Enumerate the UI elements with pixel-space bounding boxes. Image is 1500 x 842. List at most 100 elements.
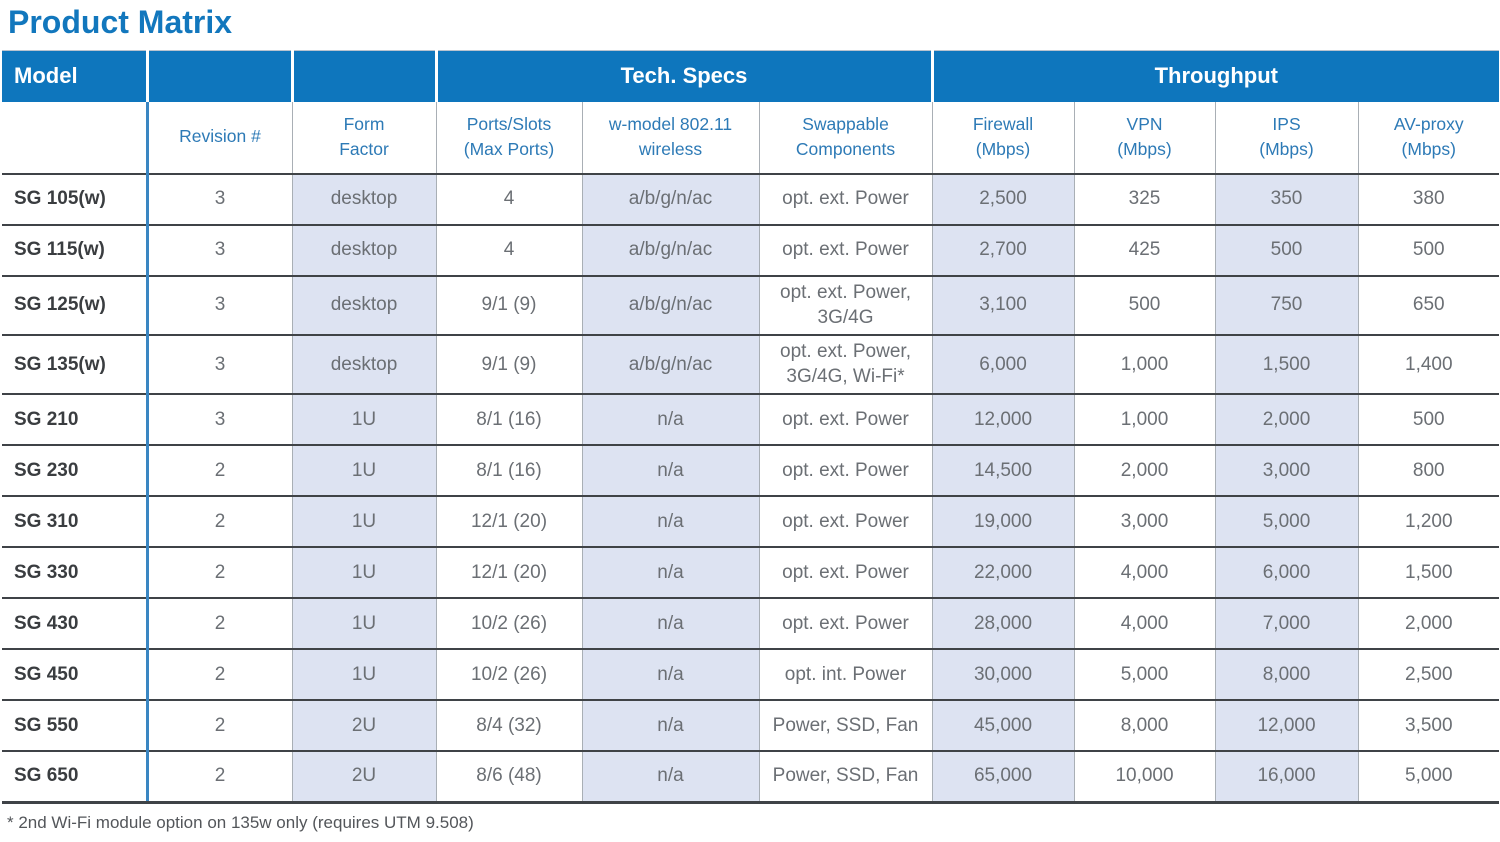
av-proxy-throughput-cell: 1,400 <box>1358 333 1500 395</box>
model-cell: SG 550 <box>2 699 149 752</box>
model-cell: SG 105(w) <box>2 172 149 225</box>
ips-throughput-cell: 7,000 <box>1215 597 1359 650</box>
firewall-throughput-cell: 12,000 <box>932 393 1075 446</box>
form-factor-cell: desktop <box>292 172 437 225</box>
ports-slots-cell: 9/1 (9) <box>436 333 583 395</box>
wireless-cell: n/a <box>582 750 760 804</box>
form-factor-cell: desktop <box>292 333 437 395</box>
column-header-av-proxy: AV-proxy (Mbps) <box>1358 101 1500 174</box>
ips-throughput-cell: 2,000 <box>1215 393 1359 446</box>
firewall-throughput-cell: 2,500 <box>932 172 1075 225</box>
revision-cell: 3 <box>147 274 293 335</box>
swappable-components-cell: Power, SSD, Fan <box>759 699 933 752</box>
vpn-throughput-cell: 1,000 <box>1074 333 1216 395</box>
revision-cell: 2 <box>147 699 293 752</box>
ports-slots-cell: 12/1 (20) <box>436 495 583 548</box>
table-header: Model Tech. Specs Throughput Revision # … <box>2 50 1500 174</box>
table-row: SG 115(w) 3 desktop 4 a/b/g/n/ac opt. ex… <box>2 223 1500 276</box>
column-header-revision: Revision # <box>147 101 293 174</box>
ports-slots-cell: 8/1 (16) <box>436 393 583 446</box>
firewall-throughput-cell: 65,000 <box>932 750 1075 804</box>
column-header-form-factor: Form Factor <box>292 101 437 174</box>
ips-throughput-cell: 1,500 <box>1215 333 1359 395</box>
firewall-throughput-cell: 6,000 <box>932 333 1075 395</box>
swappable-components-cell: opt. ext. Power, 3G/4G <box>759 274 933 335</box>
revision-cell: 3 <box>147 223 293 276</box>
product-matrix-table: Model Tech. Specs Throughput Revision # … <box>2 50 1500 804</box>
ips-throughput-cell: 6,000 <box>1215 546 1359 599</box>
ports-slots-cell: 8/6 (48) <box>436 750 583 804</box>
wireless-cell: n/a <box>582 444 760 497</box>
ips-throughput-cell: 5,000 <box>1215 495 1359 548</box>
vpn-throughput-cell: 5,000 <box>1074 648 1216 701</box>
revision-cell: 3 <box>147 333 293 395</box>
firewall-throughput-cell: 28,000 <box>932 597 1075 650</box>
table-row: SG 210 3 1U 8/1 (16) n/a opt. ext. Power… <box>2 393 1500 446</box>
footnote: * 2nd Wi-Fi module option on 135w only (… <box>7 812 474 832</box>
column-header-row: Revision # Form Factor Ports/Slots (Max … <box>2 101 1500 174</box>
column-header-wireless: w-model 802.11 wireless <box>582 101 760 174</box>
group-header-tech-specs: Tech. Specs <box>436 50 934 102</box>
wireless-cell: n/a <box>582 546 760 599</box>
ips-throughput-cell: 750 <box>1215 274 1359 335</box>
form-factor-cell: 1U <box>292 393 437 446</box>
vpn-throughput-cell: 325 <box>1074 172 1216 225</box>
av-proxy-throughput-cell: 1,200 <box>1358 495 1500 548</box>
av-proxy-throughput-cell: 500 <box>1358 393 1500 446</box>
column-header-ips: IPS (Mbps) <box>1215 101 1359 174</box>
swappable-components-cell: opt. ext. Power <box>759 597 933 650</box>
ips-throughput-cell: 3,000 <box>1215 444 1359 497</box>
table-row: SG 125(w) 3 desktop 9/1 (9) a/b/g/n/ac o… <box>2 274 1500 335</box>
swappable-components-cell: opt. ext. Power <box>759 172 933 225</box>
av-proxy-throughput-cell: 5,000 <box>1358 750 1500 804</box>
model-cell: SG 650 <box>2 750 149 804</box>
vpn-throughput-cell: 425 <box>1074 223 1216 276</box>
form-factor-cell: desktop <box>292 274 437 335</box>
model-cell: SG 115(w) <box>2 223 149 276</box>
av-proxy-throughput-cell: 3,500 <box>1358 699 1500 752</box>
column-header-swappable: Swappable Components <box>759 101 933 174</box>
model-cell: SG 230 <box>2 444 149 497</box>
av-proxy-throughput-cell: 2,000 <box>1358 597 1500 650</box>
wireless-cell: n/a <box>582 495 760 548</box>
form-factor-cell: 1U <box>292 597 437 650</box>
form-factor-cell: 1U <box>292 444 437 497</box>
ports-slots-cell: 12/1 (20) <box>436 546 583 599</box>
vpn-throughput-cell: 1,000 <box>1074 393 1216 446</box>
table-row: SG 135(w) 3 desktop 9/1 (9) a/b/g/n/ac o… <box>2 333 1500 395</box>
ports-slots-cell: 8/1 (16) <box>436 444 583 497</box>
firewall-throughput-cell: 14,500 <box>932 444 1075 497</box>
firewall-throughput-cell: 3,100 <box>932 274 1075 335</box>
firewall-throughput-cell: 22,000 <box>932 546 1075 599</box>
model-cell: SG 125(w) <box>2 274 149 335</box>
revision-cell: 3 <box>147 172 293 225</box>
table-row: SG 650 2 2U 8/6 (48) n/a Power, SSD, Fan… <box>2 750 1500 804</box>
group-header-throughput: Throughput <box>932 50 1500 102</box>
form-factor-cell: 2U <box>292 699 437 752</box>
ports-slots-cell: 10/2 (26) <box>436 597 583 650</box>
page-title: Product Matrix <box>8 4 233 40</box>
vpn-throughput-cell: 3,000 <box>1074 495 1216 548</box>
table-row: SG 230 2 1U 8/1 (16) n/a opt. ext. Power… <box>2 444 1500 497</box>
revision-cell: 2 <box>147 546 293 599</box>
swappable-components-cell: opt. ext. Power, 3G/4G, Wi-Fi* <box>759 333 933 395</box>
group-header-blank-1 <box>147 50 294 102</box>
table-row: SG 330 2 1U 12/1 (20) n/a opt. ext. Powe… <box>2 546 1500 599</box>
form-factor-cell: 1U <box>292 546 437 599</box>
table-row: SG 450 2 1U 10/2 (26) n/a opt. int. Powe… <box>2 648 1500 701</box>
av-proxy-throughput-cell: 380 <box>1358 172 1500 225</box>
wireless-cell: n/a <box>582 699 760 752</box>
column-header-firewall: Firewall (Mbps) <box>932 101 1075 174</box>
model-cell: SG 135(w) <box>2 333 149 395</box>
model-cell: SG 310 <box>2 495 149 548</box>
av-proxy-throughput-cell: 800 <box>1358 444 1500 497</box>
revision-cell: 2 <box>147 597 293 650</box>
vpn-throughput-cell: 8,000 <box>1074 699 1216 752</box>
vpn-throughput-cell: 500 <box>1074 274 1216 335</box>
ports-slots-cell: 8/4 (32) <box>436 699 583 752</box>
av-proxy-throughput-cell: 2,500 <box>1358 648 1500 701</box>
revision-cell: 2 <box>147 495 293 548</box>
model-cell: SG 430 <box>2 597 149 650</box>
firewall-throughput-cell: 45,000 <box>932 699 1075 752</box>
vpn-throughput-cell: 10,000 <box>1074 750 1216 804</box>
